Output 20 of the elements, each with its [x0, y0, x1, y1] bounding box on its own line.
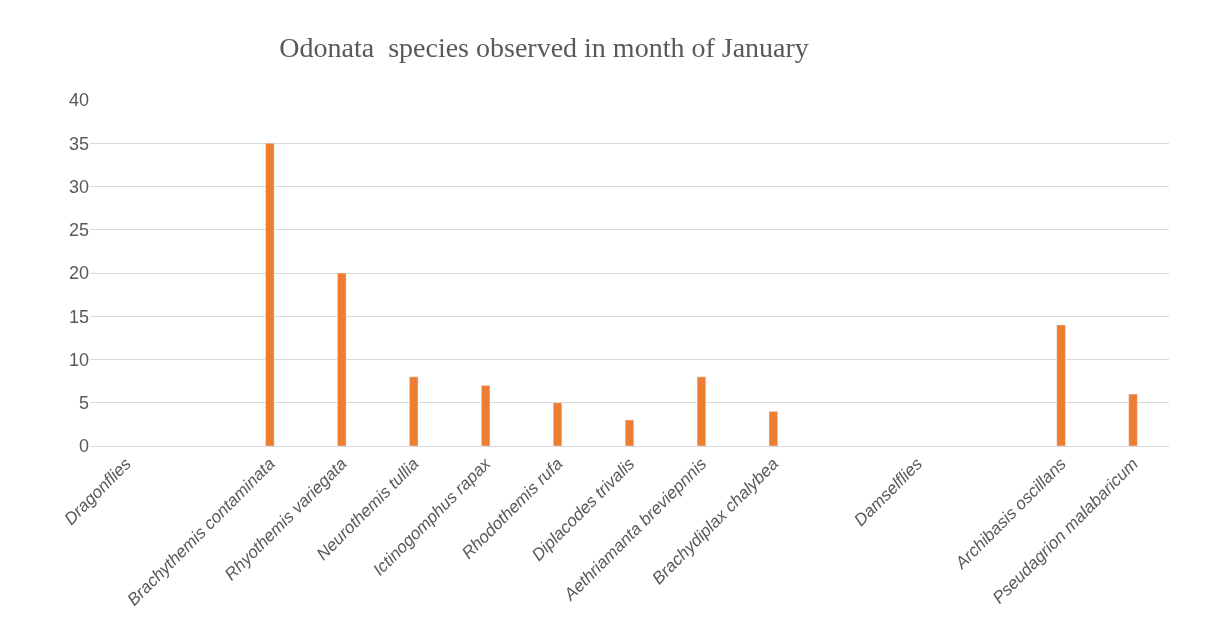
bar — [337, 272, 347, 446]
y-tick-label: 20 — [68, 263, 89, 284]
bar — [409, 376, 419, 446]
bar — [696, 376, 706, 446]
y-tick-label: 35 — [68, 133, 89, 154]
bar — [481, 385, 491, 446]
chart-title: Odonata species observed in month of January — [279, 31, 809, 63]
y-tick-label: 5 — [78, 393, 89, 414]
bar — [768, 411, 778, 446]
y-tick-label: 30 — [68, 176, 89, 197]
y-tick-label: 40 — [68, 90, 89, 111]
y-tick-label: 15 — [68, 306, 89, 327]
bar — [553, 402, 563, 446]
bar — [1056, 324, 1066, 446]
bar — [624, 419, 635, 446]
y-tick-label: 10 — [68, 349, 89, 370]
y-tick-label: 0 — [78, 436, 89, 457]
bar — [265, 143, 275, 446]
bar — [1128, 393, 1138, 446]
y-tick-label: 25 — [68, 220, 89, 241]
